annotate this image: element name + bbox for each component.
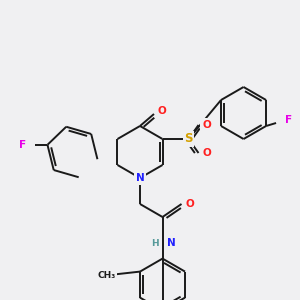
Text: H: H — [151, 239, 158, 248]
Text: O: O — [202, 148, 211, 158]
Text: N: N — [136, 173, 144, 183]
Text: O: O — [185, 199, 194, 209]
Text: F: F — [284, 115, 292, 125]
Text: CH₃: CH₃ — [98, 271, 116, 280]
Text: F: F — [19, 140, 26, 150]
Text: N: N — [167, 238, 175, 248]
Text: O: O — [202, 120, 211, 130]
Text: S: S — [184, 133, 193, 146]
Text: O: O — [158, 106, 166, 116]
